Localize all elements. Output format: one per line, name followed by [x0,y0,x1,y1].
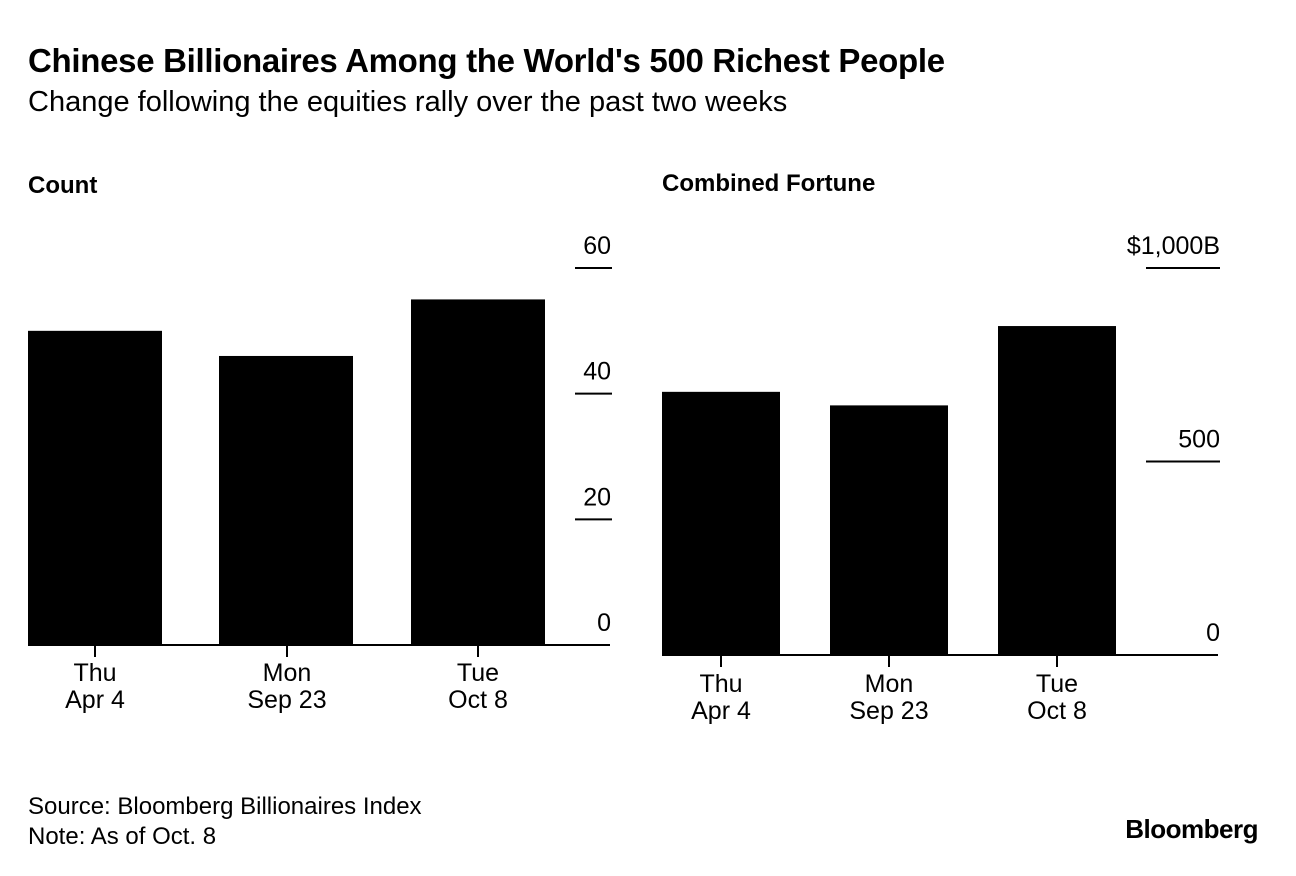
y-tick-label-1-0: 0 [1206,619,1220,647]
note-text: Note: As of Oct. 8 [28,823,217,850]
y-tick-label-0-0: 0 [597,609,611,637]
source-text: Source: Bloomberg Billionaires Index [28,793,422,820]
bar-0-2 [411,299,545,645]
bar-1-0 [662,391,780,655]
bar-0-1 [219,355,353,645]
y-tick-label-1-1: 500 [1178,426,1220,454]
bar-1-1 [830,405,948,655]
x-tick-label-line: Apr 4 [65,686,125,714]
x-tick-label-0-2: Tue Oct 8 [448,659,508,714]
x-tick-label-line: Tue [457,659,499,687]
x-tick-label-line: Sep 23 [849,697,928,725]
bloomberg-logo: Bloomberg [1125,814,1258,844]
chart-title: Chinese Billionaires Among the World's 5… [28,42,945,79]
y-tick-label-0-1: 20 [583,483,611,511]
x-tick-label-line: Oct 8 [448,686,508,714]
y-tick-label-0-3: 60 [583,232,611,260]
bar-0-0 [28,330,162,645]
chart-subtitle: Change following the equities rally over… [28,86,788,118]
x-tick-label-0-0: Thu Apr 4 [65,659,125,714]
y-tick-label-0-2: 40 [583,358,611,386]
x-tick-label-line: Mon [263,659,312,687]
x-tick-label-line: Mon [865,670,914,698]
source-note: Source: Bloomberg Billionaires Index Not… [28,792,422,852]
x-tick-label-line: Oct 8 [1027,697,1087,725]
x-tick-label-1-2: Tue Oct 8 [1027,670,1087,725]
x-tick-label-line: Sep 23 [247,686,326,714]
bar-1-2 [998,326,1116,655]
count-panel-title: Count [28,172,98,199]
x-tick-label-line: Tue [1036,670,1078,698]
x-tick-label-line: Apr 4 [691,697,751,725]
x-tick-label-line: Thu [73,659,116,687]
x-tick-label-1-1: Mon Sep 23 [849,670,928,725]
x-tick-label-0-1: Mon Sep 23 [247,659,326,714]
y-tick-label-1-2: $1,000B [1127,232,1220,260]
fortune-panel-title: Combined Fortune [662,170,876,197]
x-tick-label-line: Thu [699,670,742,698]
x-tick-label-1-0: Thu Apr 4 [691,670,751,725]
